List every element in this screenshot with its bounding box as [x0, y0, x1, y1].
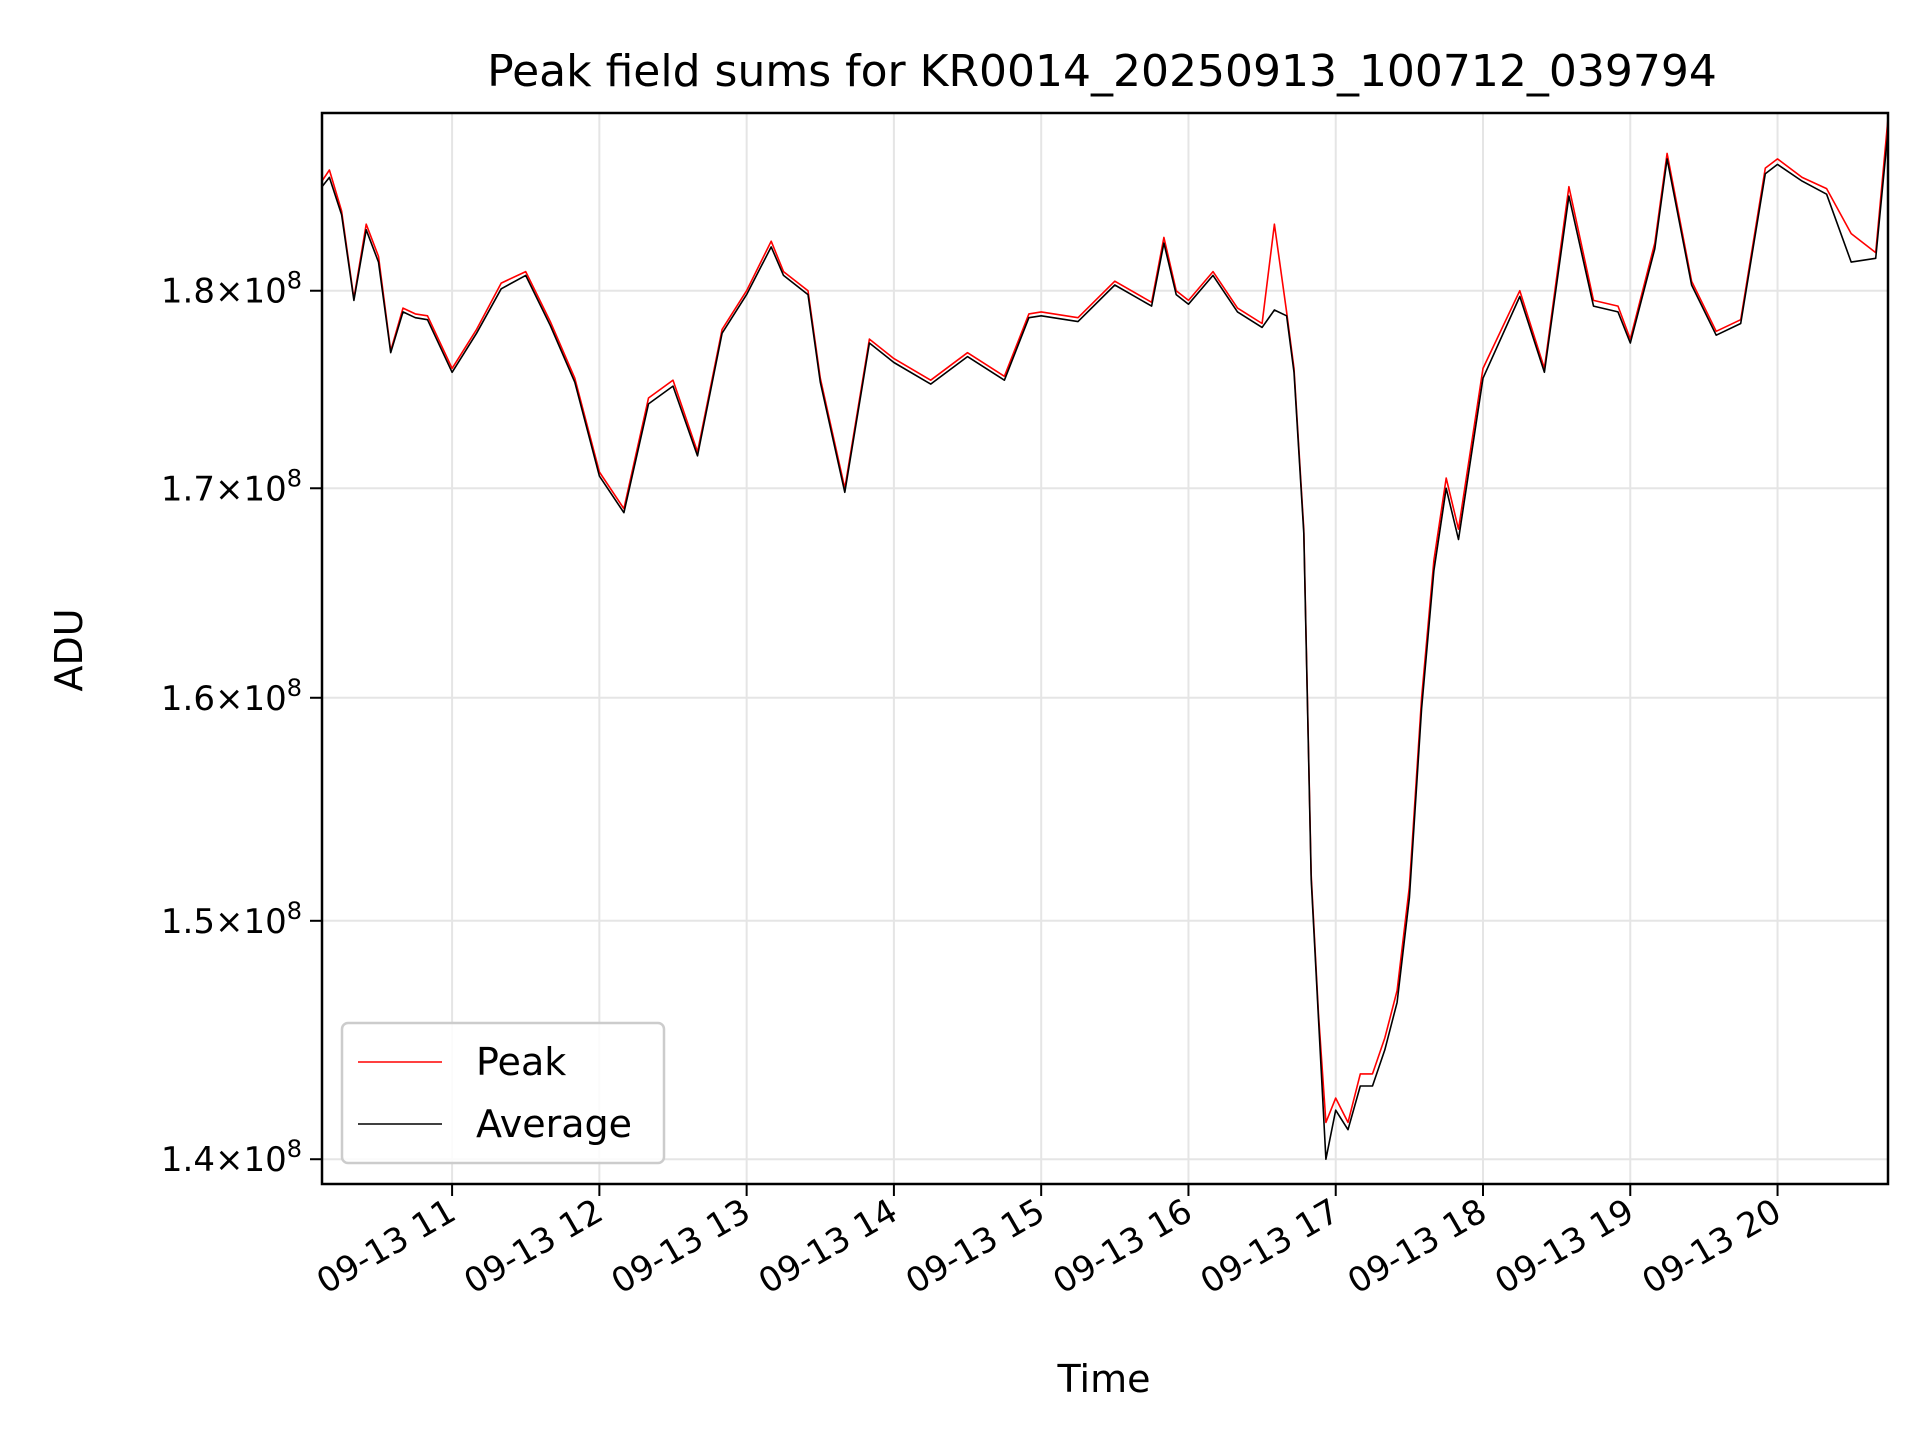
y-tick-label: 1.4×108 [161, 1135, 302, 1180]
y-tick-times: ×10 [215, 469, 287, 509]
series-line-average [321, 131, 1889, 1160]
y-tick-times: ×10 [215, 679, 287, 719]
legend: Peak Average [340, 1021, 666, 1165]
y-axis-label: ADU [47, 608, 91, 691]
y-tick-label: 1.6×108 [161, 674, 302, 719]
y-tick-times: ×10 [215, 902, 287, 942]
y-tick-times: ×10 [215, 1140, 287, 1180]
legend-box [340, 1021, 666, 1165]
y-tick-mantissa: 1.8 [161, 272, 215, 312]
y-tick-exponent: 8 [287, 897, 302, 925]
y-tick-exponent: 8 [287, 674, 302, 702]
y-tick-mantissa: 1.5 [161, 902, 215, 942]
plot-frame [320, 111, 1890, 1186]
series-line-peak [321, 118, 1889, 1124]
y-tick-mantissa: 1.6 [161, 679, 215, 719]
y-tick-times: ×10 [215, 272, 287, 312]
y-tick-exponent: 8 [287, 1135, 302, 1163]
y-tick-label: 1.8×108 [161, 267, 302, 312]
x-axis-label: Time [1057, 1357, 1151, 1401]
y-tick-exponent: 8 [287, 464, 302, 492]
y-tick-label: 1.5×108 [161, 897, 302, 942]
legend-label-peak: Peak [476, 1040, 566, 1084]
chart-title: Peak field sums for KR0014_20250913_1007… [487, 46, 1717, 97]
legend-label-average: Average [476, 1102, 632, 1146]
y-tick-mantissa: 1.4 [161, 1140, 215, 1180]
series-layer [321, 118, 1889, 1160]
y-tick-exponent: 8 [287, 267, 302, 295]
y-tick-mantissa: 1.7 [161, 469, 215, 509]
y-tick-label: 1.7×108 [161, 464, 302, 509]
